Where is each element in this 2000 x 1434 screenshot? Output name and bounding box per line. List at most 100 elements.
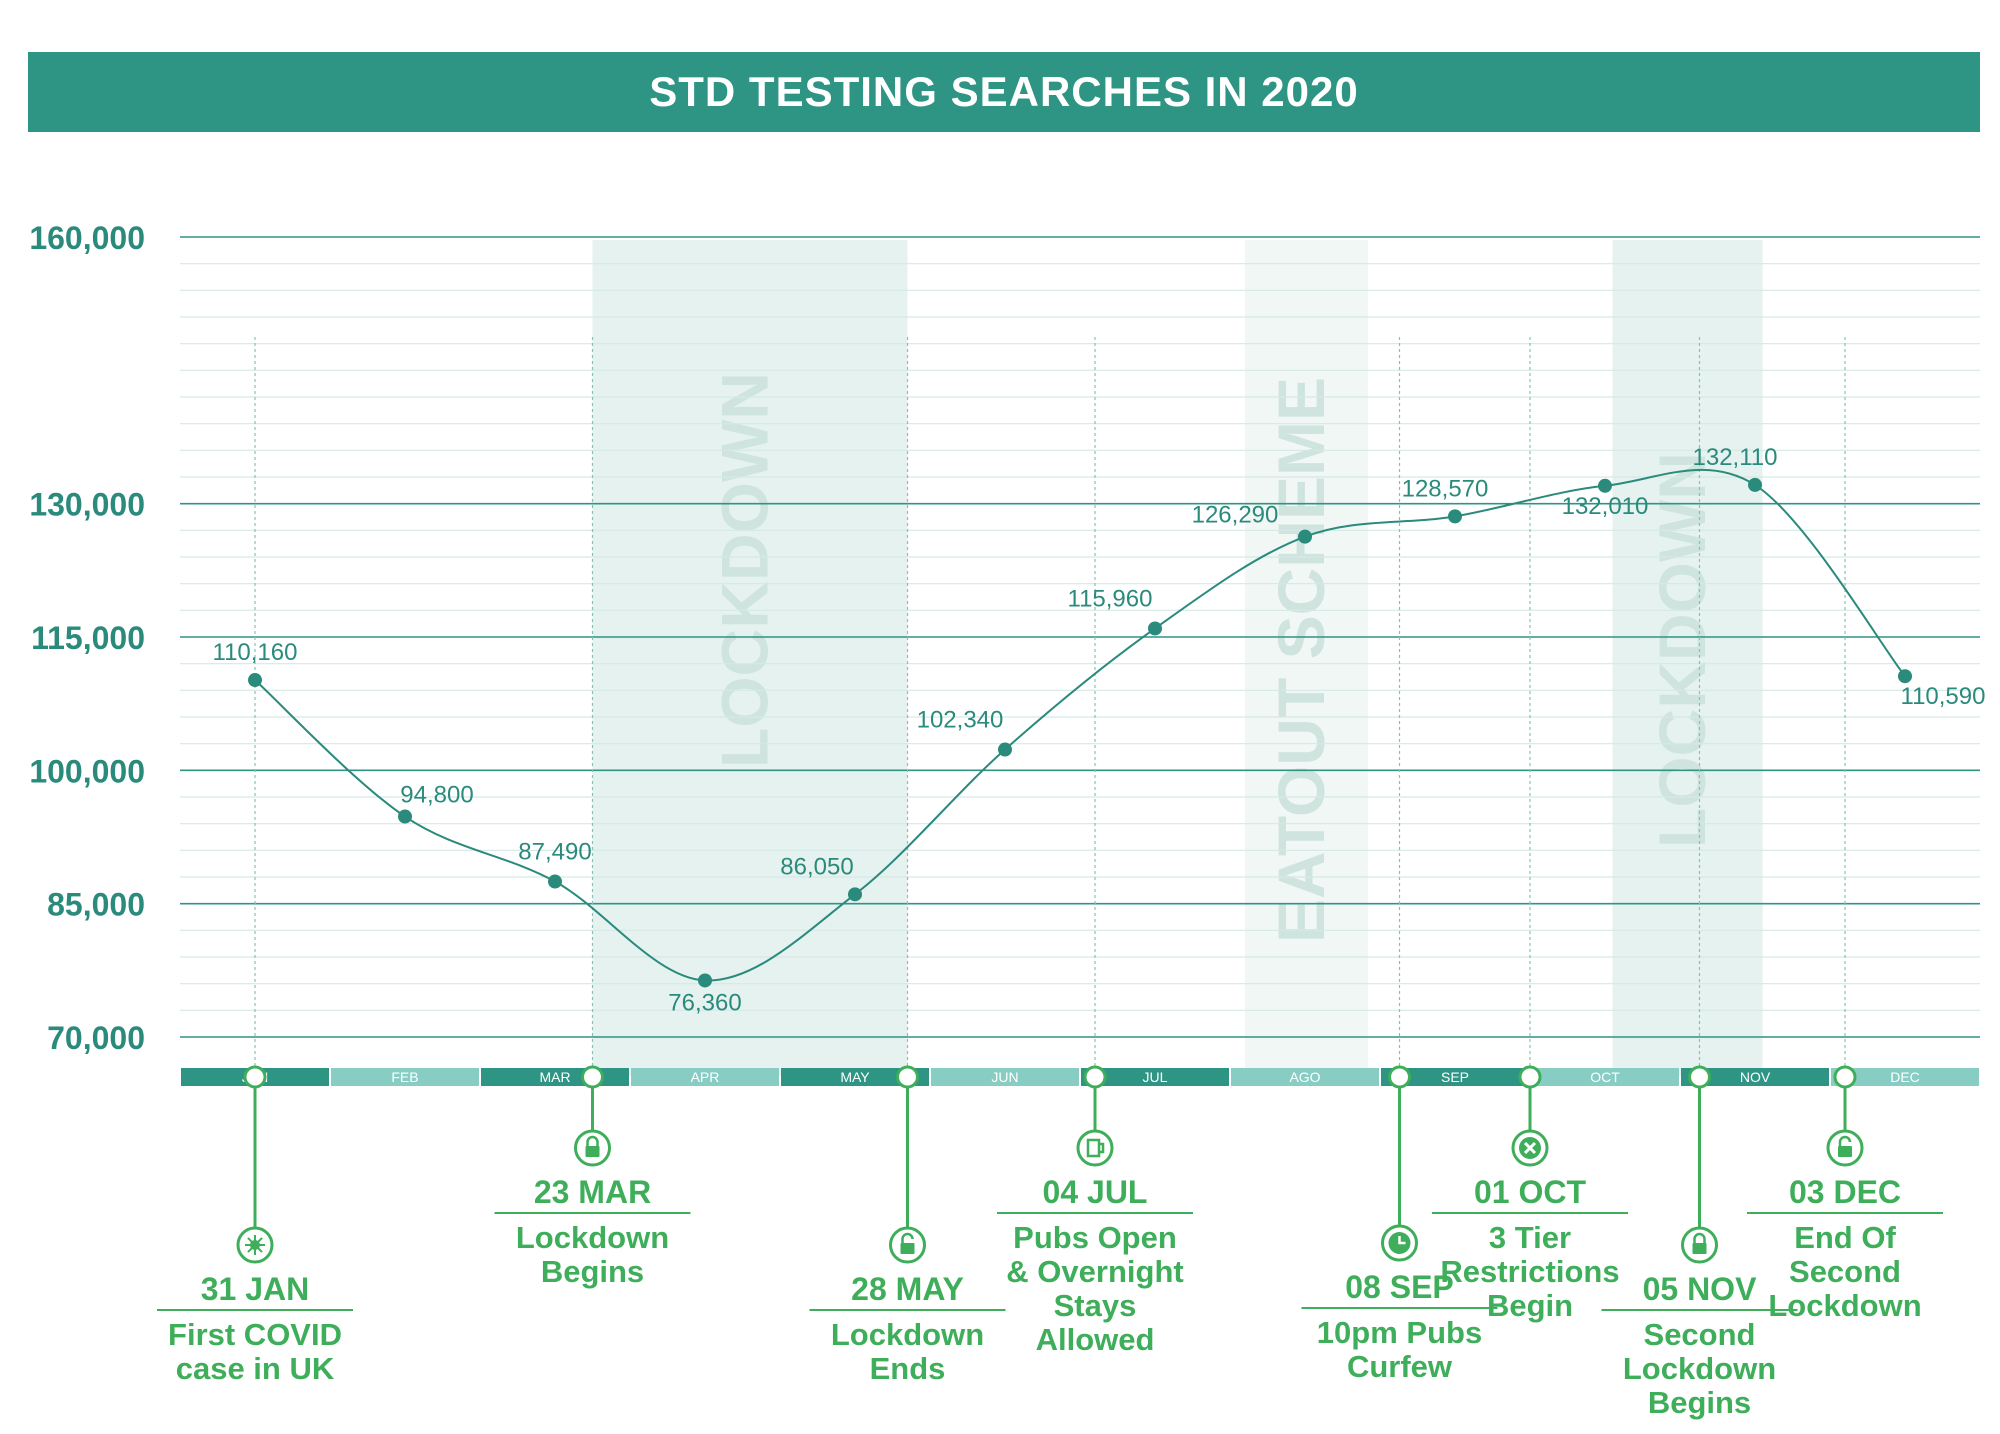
x-tick-label: AGO xyxy=(1289,1069,1320,1085)
event-05-nov-text: Begins xyxy=(1648,1385,1751,1420)
x-tick-label: MAY xyxy=(840,1069,870,1085)
y-tick-label: 70,000 xyxy=(47,1020,145,1056)
data-point xyxy=(1448,509,1462,524)
event-23-mar-marker xyxy=(581,1065,604,1089)
event-05-nov-date: 05 NOV xyxy=(1643,1271,1757,1307)
y-tick-label: 115,000 xyxy=(31,620,145,656)
band-1 xyxy=(592,240,908,1076)
event-28-may-date: 28 MAY xyxy=(851,1271,964,1307)
data-label: 86,050 xyxy=(780,853,853,880)
y-tick-label: 85,000 xyxy=(47,887,145,923)
data-point xyxy=(1298,529,1312,544)
event-04-jul-marker xyxy=(1083,1065,1107,1089)
month-cell-sep xyxy=(1381,1068,1529,1086)
data-label: 87,490 xyxy=(518,839,591,866)
event-05-nov-text: Lockdown xyxy=(1623,1351,1776,1386)
data-label: 76,360 xyxy=(668,989,741,1016)
month-cell-apr xyxy=(631,1068,779,1086)
data-label: 132,010 xyxy=(1562,493,1649,520)
series-line xyxy=(254,468,1906,982)
event-31-jan-text: case in UK xyxy=(176,1351,335,1386)
event-01-oct-text: Restrictions xyxy=(1440,1254,1619,1289)
event-05-nov-marker xyxy=(1688,1065,1711,1089)
band-2 xyxy=(1245,240,1368,1076)
band-label-2: EATOUT SCHEME xyxy=(1264,377,1338,943)
event-08-sep-date: 08 SEP xyxy=(1345,1269,1454,1305)
month-cell-jun xyxy=(931,1068,1079,1086)
event-28-may-text: Ends xyxy=(870,1351,946,1386)
event-01-oct-date: 01 OCT xyxy=(1474,1174,1586,1210)
data-label: 126,290 xyxy=(1192,502,1279,529)
data-label: 115,960 xyxy=(1068,585,1153,612)
x-tick-label: OCT xyxy=(1590,1069,1620,1085)
data-label: 110,160 xyxy=(213,639,298,666)
x-tick-label: MAR xyxy=(539,1069,570,1085)
event-01-oct-text: Begin xyxy=(1487,1288,1573,1323)
data-label: 110,590 xyxy=(1901,683,1986,710)
event-23-mar-text: Lockdown xyxy=(516,1220,669,1255)
x-tick-label: DEC xyxy=(1890,1069,1920,1085)
beer-icon xyxy=(1076,1129,1114,1167)
band-label-3: LOCKDOWN xyxy=(1645,452,1719,848)
data-point xyxy=(1598,478,1612,493)
month-cell-nov xyxy=(1681,1068,1829,1086)
month-cell-jul xyxy=(1081,1068,1229,1086)
data-point xyxy=(698,973,712,988)
data-point xyxy=(998,742,1012,757)
event-23-mar-text: Begins xyxy=(541,1254,644,1289)
month-cell-may xyxy=(781,1068,929,1086)
data-point xyxy=(848,887,862,902)
month-cell-ago xyxy=(1231,1068,1379,1086)
data-point xyxy=(1148,621,1162,636)
event-08-sep-marker xyxy=(1388,1065,1411,1089)
event-23-mar-date: 23 MAR xyxy=(534,1174,651,1210)
chart-title: STD TESTING SEARCHES IN 2020 xyxy=(649,68,1359,115)
data-point xyxy=(398,809,412,824)
month-cell-oct xyxy=(1531,1068,1679,1086)
x-tick-label: JUN xyxy=(991,1069,1018,1085)
event-05-nov-text: Second xyxy=(1644,1317,1756,1352)
event-04-jul-date: 04 JUL xyxy=(1043,1174,1148,1210)
event-04-jul-text: Stays xyxy=(1054,1288,1137,1323)
event-31-jan-marker xyxy=(243,1065,267,1089)
event-03-dec-date: 03 DEC xyxy=(1789,1174,1901,1210)
band-3 xyxy=(1612,240,1763,1076)
band-label-1: LOCKDOWN xyxy=(707,372,781,768)
month-cell-feb xyxy=(331,1068,479,1086)
y-tick-label: 100,000 xyxy=(29,753,145,789)
lock-icon xyxy=(574,1129,611,1167)
event-03-dec-text: Lockdown xyxy=(1768,1288,1921,1323)
event-28-may-marker xyxy=(896,1065,919,1089)
event-01-oct-marker xyxy=(1518,1065,1542,1089)
event-04-jul-text: & Overnight xyxy=(1006,1254,1183,1289)
event-03-dec-text: End Of xyxy=(1794,1220,1896,1255)
lock-icon xyxy=(1681,1226,1718,1264)
event-03-dec-marker xyxy=(1833,1065,1857,1089)
event-01-oct-text: 3 Tier xyxy=(1489,1220,1571,1255)
data-point xyxy=(548,874,562,889)
clock-icon xyxy=(1381,1224,1418,1262)
y-tick-label: 130,000 xyxy=(29,487,145,523)
x-tick-label: JUL xyxy=(1143,1069,1168,1085)
unlock-icon xyxy=(889,1226,926,1264)
y-tick-label: 160,000 xyxy=(29,220,145,256)
event-04-jul-text: Allowed xyxy=(1036,1322,1155,1357)
x-tick-label: SEP xyxy=(1441,1069,1469,1085)
x-tick-label: APR xyxy=(691,1069,720,1085)
event-04-jul-text: Pubs Open xyxy=(1013,1220,1177,1255)
virus-icon xyxy=(236,1226,274,1264)
event-31-jan-date: 31 JAN xyxy=(201,1271,310,1307)
data-label: 102,340 xyxy=(917,707,1004,734)
x-tick-label: NOV xyxy=(1740,1069,1771,1085)
unlock-icon xyxy=(1826,1129,1864,1167)
data-label: 128,570 xyxy=(1402,475,1489,502)
month-cell-dec xyxy=(1831,1068,1979,1086)
event-28-may-text: Lockdown xyxy=(831,1317,984,1352)
x-tick-label: FEB xyxy=(391,1069,418,1085)
cancel-icon xyxy=(1511,1129,1549,1167)
data-point xyxy=(1748,477,1762,492)
data-label: 94,800 xyxy=(400,782,473,809)
data-label: 132,110 xyxy=(1693,444,1778,471)
event-31-jan-text: First COVID xyxy=(168,1317,342,1352)
